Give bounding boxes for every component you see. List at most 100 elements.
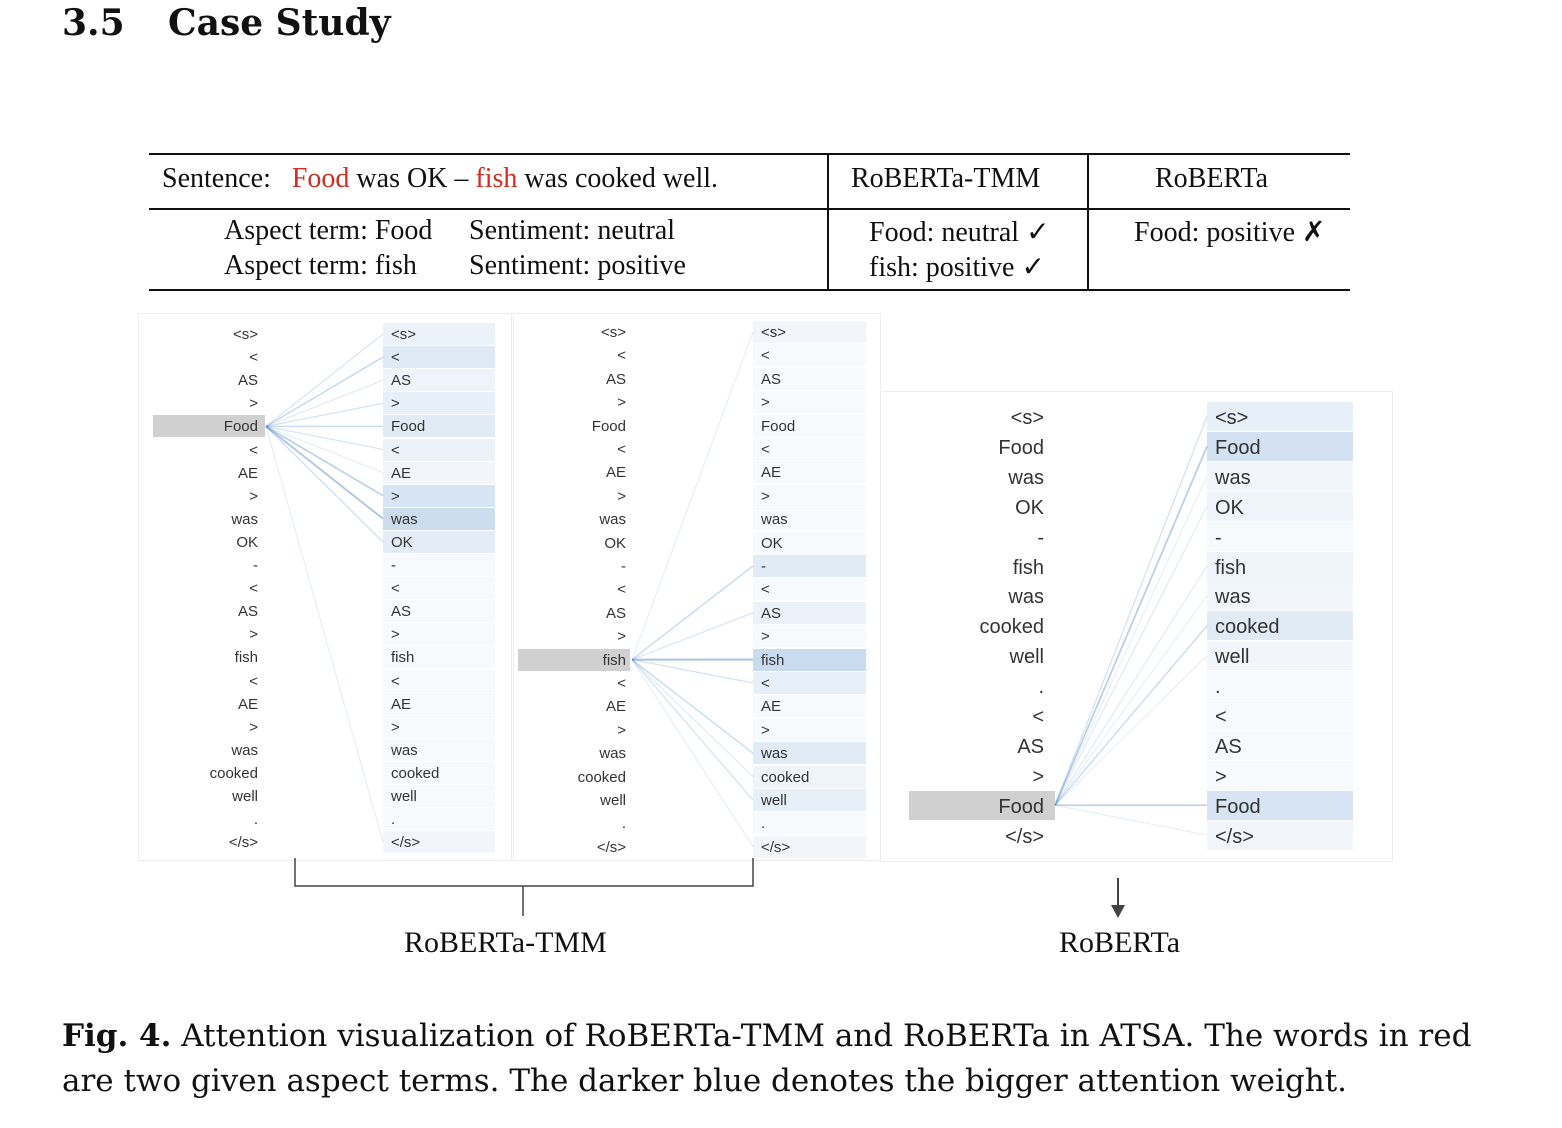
target-token: AS xyxy=(391,603,412,621)
attention-weight-box xyxy=(383,808,495,831)
roberta-result-food: Food: positive ✗ xyxy=(1134,217,1326,248)
attention-line xyxy=(1054,625,1208,806)
attention-weight-box xyxy=(753,438,866,460)
source-token: < xyxy=(617,441,626,458)
tmm-result-fish: fish: positive ✓ xyxy=(869,252,1045,283)
table-divider-2 xyxy=(1087,153,1089,291)
attention-weight-box xyxy=(1207,431,1353,461)
table-mid-rule xyxy=(149,208,1350,210)
target-token: was xyxy=(1215,586,1251,609)
target-token: was xyxy=(391,510,418,528)
attention-weight-box xyxy=(1207,641,1353,671)
sentence-cell: Sentence: Food was OK – fish was cooked … xyxy=(162,163,718,195)
source-token: - xyxy=(1037,526,1044,549)
target-token: . xyxy=(761,815,766,833)
attention-line xyxy=(1054,595,1208,806)
target-token: cooked xyxy=(761,768,810,786)
section-heading: 3.5 Case Study xyxy=(62,2,391,44)
attention-weight-box xyxy=(1207,611,1353,641)
target-token: < xyxy=(391,441,400,459)
attention-weight-box xyxy=(1207,581,1353,611)
aspect-term-highlight: fish xyxy=(475,163,518,194)
source-token: > xyxy=(249,395,258,413)
attention-weight-box xyxy=(383,577,495,600)
attention-weight-box xyxy=(753,835,866,858)
caption-text: Attention visualization of RoBERTa-TMM a… xyxy=(62,1018,1472,1099)
source-token: <s> xyxy=(600,324,626,341)
source-token: AS xyxy=(237,372,258,390)
source-token: AE xyxy=(605,464,626,482)
tmm-result-food: Food: neutral ✓ xyxy=(869,217,1050,248)
attention-weight-box xyxy=(753,555,866,577)
target-token: > xyxy=(391,395,400,413)
source-token: </s> xyxy=(596,838,626,856)
attention-line xyxy=(631,612,754,661)
source-token: AS xyxy=(1017,735,1044,758)
sentiment-food: Sentiment: neutral xyxy=(469,215,676,246)
source-token: fish xyxy=(602,651,626,669)
attention-line xyxy=(631,659,754,848)
source-token: AS xyxy=(605,604,626,622)
header-roberta: RoBERTa xyxy=(1155,163,1269,194)
attention-weight-box xyxy=(1207,491,1353,521)
source-token: < xyxy=(249,580,258,598)
source-token: > xyxy=(249,487,258,505)
attention-weight-box xyxy=(753,321,866,343)
attention-weight-box xyxy=(753,812,866,835)
target-token: < xyxy=(391,672,400,690)
target-token: > xyxy=(1215,765,1227,788)
attention-weight-box xyxy=(383,646,495,669)
source-token: Food xyxy=(998,436,1044,459)
query-token-highlight xyxy=(518,648,630,671)
attention-line xyxy=(1054,565,1208,806)
target-token: > xyxy=(761,721,770,739)
attention-weight-box xyxy=(753,648,866,671)
attention-line xyxy=(265,425,384,497)
source-token: </s> xyxy=(228,834,258,852)
table-divider-1 xyxy=(827,153,829,291)
target-token: <s> xyxy=(391,326,417,343)
target-token: < xyxy=(761,347,770,365)
source-token: < xyxy=(617,347,626,365)
source-token: was xyxy=(231,510,258,528)
attention-weight-box xyxy=(383,484,495,507)
target-token: </s> xyxy=(391,834,421,852)
target-token: </s> xyxy=(761,838,791,856)
attention-line xyxy=(1054,416,1208,806)
source-token: < xyxy=(249,441,258,459)
source-token: < xyxy=(249,349,258,367)
source-token: < xyxy=(249,672,258,690)
attention-weight-box xyxy=(753,367,866,390)
attention-weight-box xyxy=(1207,701,1353,730)
target-token: > xyxy=(761,394,770,412)
source-token: AS xyxy=(605,370,626,388)
sentence-fragment: was OK – xyxy=(349,163,476,194)
source-token: OK xyxy=(236,533,258,551)
attention-weight-box xyxy=(753,789,866,811)
target-token: was xyxy=(761,745,788,763)
attention-weight-box xyxy=(383,461,495,484)
attention-line xyxy=(265,425,384,451)
figure-caption: Fig. 4. Attention visualization of RoBER… xyxy=(62,1014,1482,1104)
attention-weight-box xyxy=(753,484,866,507)
source-token: < xyxy=(617,581,626,599)
attention-weight-box xyxy=(753,718,866,741)
target-token: OK xyxy=(391,533,413,551)
attention-weight-box xyxy=(383,530,495,553)
target-token: < xyxy=(1215,706,1227,728)
target-token: < xyxy=(761,441,770,458)
attention-line xyxy=(265,425,384,543)
aspect-term-fish: Aspect term: fish xyxy=(224,250,417,281)
attention-line xyxy=(265,426,384,843)
attention-weight-box xyxy=(1207,820,1353,850)
attention-line xyxy=(631,659,754,754)
source-token: - xyxy=(253,557,258,574)
target-token: </s> xyxy=(1215,825,1254,848)
target-token: > xyxy=(391,487,400,505)
attention-line xyxy=(1054,505,1208,806)
attention-panel-fish-tmm-lines xyxy=(631,331,754,848)
attention-weight-box xyxy=(753,461,866,484)
source-token: was xyxy=(1008,466,1044,489)
attention-weight-box xyxy=(1207,461,1353,491)
